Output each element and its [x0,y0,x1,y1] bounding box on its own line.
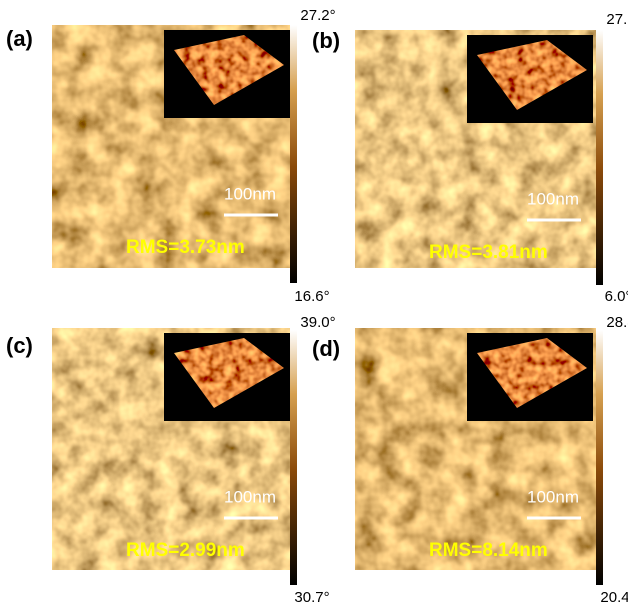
rms-label: RMS=8.14nm [429,540,548,561]
colorbar-max: 28.8° [606,314,628,331]
colorbar-max: 27.6° [606,11,628,28]
panel-label: (a) [6,26,33,51]
colorbar [290,330,297,585]
panel-label: (b) [312,28,340,53]
scale-bar-label: 100nm [224,184,276,203]
rms-label: RMS=2.99nm [126,540,245,561]
rms-label: RMS=3.73nm [126,237,245,258]
colorbar [596,30,603,285]
colorbar-min: 16.6° [294,288,329,305]
colorbar-min: 30.7° [294,589,329,606]
panel-label: (c) [6,333,33,358]
scale-bar-label: 100nm [527,487,579,506]
colorbar-max: 39.0° [300,314,335,331]
panel-label: (d) [312,336,340,361]
colorbar-min: 20.4° [600,589,628,606]
colorbar [596,330,603,585]
rms-label: RMS=3.81nm [429,242,548,263]
colorbar [290,25,297,283]
scale-bar-label: 100nm [527,189,579,208]
figure: 27.2° 16.6° (a) 100nm RMS=3.73nm 27.6° 6.0° (b)… [0,0,628,614]
scale-bar-label: 100nm [224,487,276,506]
colorbar-max: 27.2° [300,7,335,24]
colorbar-min: 6.0° [605,288,628,305]
